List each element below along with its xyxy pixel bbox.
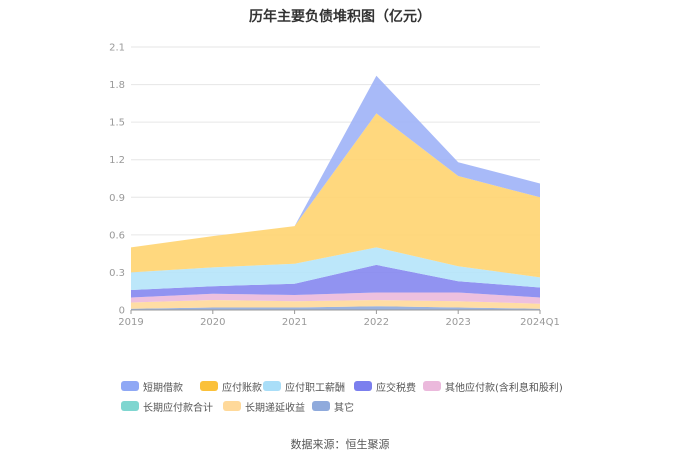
y-tick-label: 0.9 xyxy=(109,193,125,204)
y-tick-label: 2.1 xyxy=(109,43,125,54)
legend: 短期借款 应付账款 应付职工薪酬 应交税费 其他应付款(含利息和股利) 长期应付款合计 长期… xyxy=(0,374,680,418)
area-series-0 xyxy=(131,306,540,310)
legend-label: 应付职工薪酬 xyxy=(285,382,345,394)
legend-swatch xyxy=(200,381,218,391)
data-source: 数据来源：恒生聚源 xyxy=(290,438,390,451)
x-tick-label: 2023 xyxy=(445,317,470,328)
legend-item[interactable]: 长期应付款合计 xyxy=(121,398,213,414)
legend-label: 长期应付款合计 xyxy=(143,402,213,414)
legend-swatch xyxy=(223,401,241,411)
chart-title: 历年主要负债堆积图（亿元） xyxy=(249,9,431,25)
x-tick-label: 2019 xyxy=(118,317,143,328)
legend-item[interactable]: 其它 xyxy=(312,398,354,414)
y-tick-label: 1.5 xyxy=(109,118,125,129)
x-tick-label: 2022 xyxy=(364,317,389,328)
area-series xyxy=(131,75,540,310)
legend-swatch xyxy=(354,381,372,391)
legend-swatch xyxy=(312,401,330,411)
y-tick-label: 0 xyxy=(119,306,125,317)
legend-item[interactable]: 应交税费 xyxy=(354,378,416,394)
area-series-1 xyxy=(131,300,540,309)
area-series-6 xyxy=(131,113,540,278)
legend-item[interactable]: 应付账款 xyxy=(200,378,262,394)
legend-swatch xyxy=(121,401,139,411)
area-series-7 xyxy=(131,75,540,248)
legend-swatch xyxy=(121,381,139,391)
x-tick-label: 2021 xyxy=(282,317,307,328)
y-tick-label: 1.8 xyxy=(109,80,125,91)
legend-swatch xyxy=(423,381,441,391)
legend-item[interactable]: 其他应付款(含利息和股利) xyxy=(423,378,563,394)
legend-label: 应付账款 xyxy=(222,382,262,394)
legend-label: 应交税费 xyxy=(376,382,416,394)
x-tick-label: 2020 xyxy=(200,317,225,328)
stacked-area-chart: 00.30.60.91.21.51.82.1 2019 2020 2021 2022 2… xyxy=(109,43,560,329)
y-tick-label: 0.6 xyxy=(109,230,125,241)
y-tick-label: 0.3 xyxy=(109,268,125,279)
area-series-4 xyxy=(131,264,540,298)
y-tick-label: 1.2 xyxy=(109,155,125,166)
area-series-3 xyxy=(131,292,540,304)
y-axis-ticks: 0 0.3 0.6 0.9 1.2 1.5 1.8 2.1 xyxy=(109,43,125,317)
legend-label: 长期递延收益 xyxy=(245,402,305,414)
x-axis xyxy=(130,309,541,314)
legend-swatch xyxy=(263,381,281,391)
legend-label: 其他应付款(含利息和股利) xyxy=(445,382,563,394)
legend-label: 短期借款 xyxy=(143,382,183,394)
legend-label: 其它 xyxy=(334,402,354,414)
x-tick-label: 2024Q1 xyxy=(520,317,560,328)
x-axis-ticks: 2019 2020 2021 2022 2023 2024Q1 xyxy=(118,317,560,328)
area-series-5 xyxy=(131,247,540,290)
legend-item[interactable]: 短期借款 xyxy=(121,378,183,394)
legend-item[interactable]: 长期递延收益 xyxy=(223,398,305,414)
legend-item[interactable]: 应付职工薪酬 xyxy=(263,378,345,394)
